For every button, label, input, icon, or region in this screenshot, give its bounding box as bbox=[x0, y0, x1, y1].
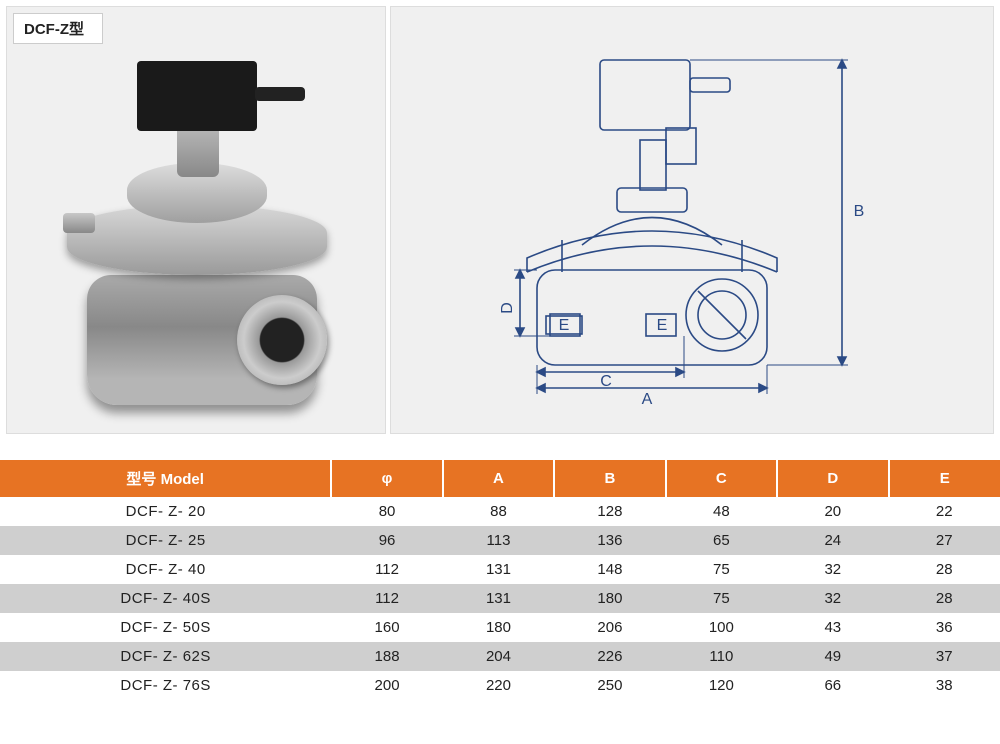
table-row: DCF- Z- 40S112131180753228 bbox=[0, 584, 1000, 613]
data-cell: 131 bbox=[443, 584, 554, 613]
data-cell: 24 bbox=[777, 526, 888, 555]
data-cell: 188 bbox=[331, 642, 442, 671]
table-row: DCF- Z- 62S1882042261104937 bbox=[0, 642, 1000, 671]
dimension-diagram: A B C D E E bbox=[422, 20, 962, 420]
table-row: DCF- Z- 2596113136652427 bbox=[0, 526, 1000, 555]
data-cell: 36 bbox=[889, 613, 1000, 642]
table-row: DCF- Z- 76S2002202501206638 bbox=[0, 671, 1000, 700]
model-cell: DCF- Z- 40 bbox=[0, 555, 331, 584]
data-cell: 112 bbox=[331, 555, 442, 584]
data-cell: 112 bbox=[331, 584, 442, 613]
dim-label-C: C bbox=[600, 373, 612, 390]
data-cell: 28 bbox=[889, 555, 1000, 584]
data-cell: 80 bbox=[331, 497, 442, 526]
model-cell: DCF- Z- 50S bbox=[0, 613, 331, 642]
model-cell: DCF- Z- 40S bbox=[0, 584, 331, 613]
top-row: DCF-Z型 bbox=[0, 0, 1000, 440]
data-cell: 88 bbox=[443, 497, 554, 526]
data-cell: 32 bbox=[777, 555, 888, 584]
table-row: DCF- Z- 50S1601802061004336 bbox=[0, 613, 1000, 642]
model-cell: DCF- Z- 62S bbox=[0, 642, 331, 671]
dim-label-B: B bbox=[854, 203, 865, 220]
data-cell: 20 bbox=[777, 497, 888, 526]
table-row: DCF- Z- 40112131148753228 bbox=[0, 555, 1000, 584]
data-cell: 100 bbox=[666, 613, 777, 642]
data-cell: 75 bbox=[666, 555, 777, 584]
data-cell: 22 bbox=[889, 497, 1000, 526]
data-cell: 66 bbox=[777, 671, 888, 700]
model-cell: DCF- Z- 76S bbox=[0, 671, 331, 700]
data-cell: 204 bbox=[443, 642, 554, 671]
data-cell: 120 bbox=[666, 671, 777, 700]
dimension-diagram-panel: A B C D E E bbox=[390, 6, 994, 434]
product-photo bbox=[37, 53, 357, 423]
data-cell: 43 bbox=[777, 613, 888, 642]
col-C: C bbox=[666, 460, 777, 497]
data-cell: 38 bbox=[889, 671, 1000, 700]
data-cell: 65 bbox=[666, 526, 777, 555]
col-A: A bbox=[443, 460, 554, 497]
data-cell: 200 bbox=[331, 671, 442, 700]
spec-table-body: DCF- Z- 208088128482022DCF- Z- 259611313… bbox=[0, 497, 1000, 700]
col-D: D bbox=[777, 460, 888, 497]
data-cell: 148 bbox=[554, 555, 665, 584]
data-cell: 180 bbox=[443, 613, 554, 642]
model-cell: DCF- Z- 25 bbox=[0, 526, 331, 555]
model-title: DCF-Z型 bbox=[13, 13, 103, 44]
data-cell: 160 bbox=[331, 613, 442, 642]
dim-label-D: D bbox=[499, 302, 516, 314]
data-cell: 32 bbox=[777, 584, 888, 613]
product-photo-panel: DCF-Z型 bbox=[6, 6, 386, 434]
data-cell: 250 bbox=[554, 671, 665, 700]
data-cell: 27 bbox=[889, 526, 1000, 555]
spec-table: 型号 Model φ A B C D E DCF- Z- 20808812848… bbox=[0, 460, 1000, 700]
dim-label-E2: E bbox=[657, 317, 668, 334]
dim-label-E: E bbox=[559, 317, 570, 334]
data-cell: 206 bbox=[554, 613, 665, 642]
table-row: DCF- Z- 208088128482022 bbox=[0, 497, 1000, 526]
data-cell: 49 bbox=[777, 642, 888, 671]
col-E: E bbox=[889, 460, 1000, 497]
spec-table-header: 型号 Model φ A B C D E bbox=[0, 460, 1000, 497]
col-phi: φ bbox=[331, 460, 442, 497]
data-cell: 220 bbox=[443, 671, 554, 700]
spec-table-area: 型号 Model φ A B C D E DCF- Z- 20808812848… bbox=[0, 440, 1000, 700]
data-cell: 37 bbox=[889, 642, 1000, 671]
col-model: 型号 Model bbox=[0, 460, 331, 497]
data-cell: 113 bbox=[443, 526, 554, 555]
data-cell: 28 bbox=[889, 584, 1000, 613]
data-cell: 226 bbox=[554, 642, 665, 671]
data-cell: 131 bbox=[443, 555, 554, 584]
data-cell: 128 bbox=[554, 497, 665, 526]
data-cell: 75 bbox=[666, 584, 777, 613]
data-cell: 136 bbox=[554, 526, 665, 555]
data-cell: 48 bbox=[666, 497, 777, 526]
model-cell: DCF- Z- 20 bbox=[0, 497, 331, 526]
data-cell: 180 bbox=[554, 584, 665, 613]
data-cell: 96 bbox=[331, 526, 442, 555]
data-cell: 110 bbox=[666, 642, 777, 671]
dim-label-A: A bbox=[642, 391, 653, 408]
col-B: B bbox=[554, 460, 665, 497]
